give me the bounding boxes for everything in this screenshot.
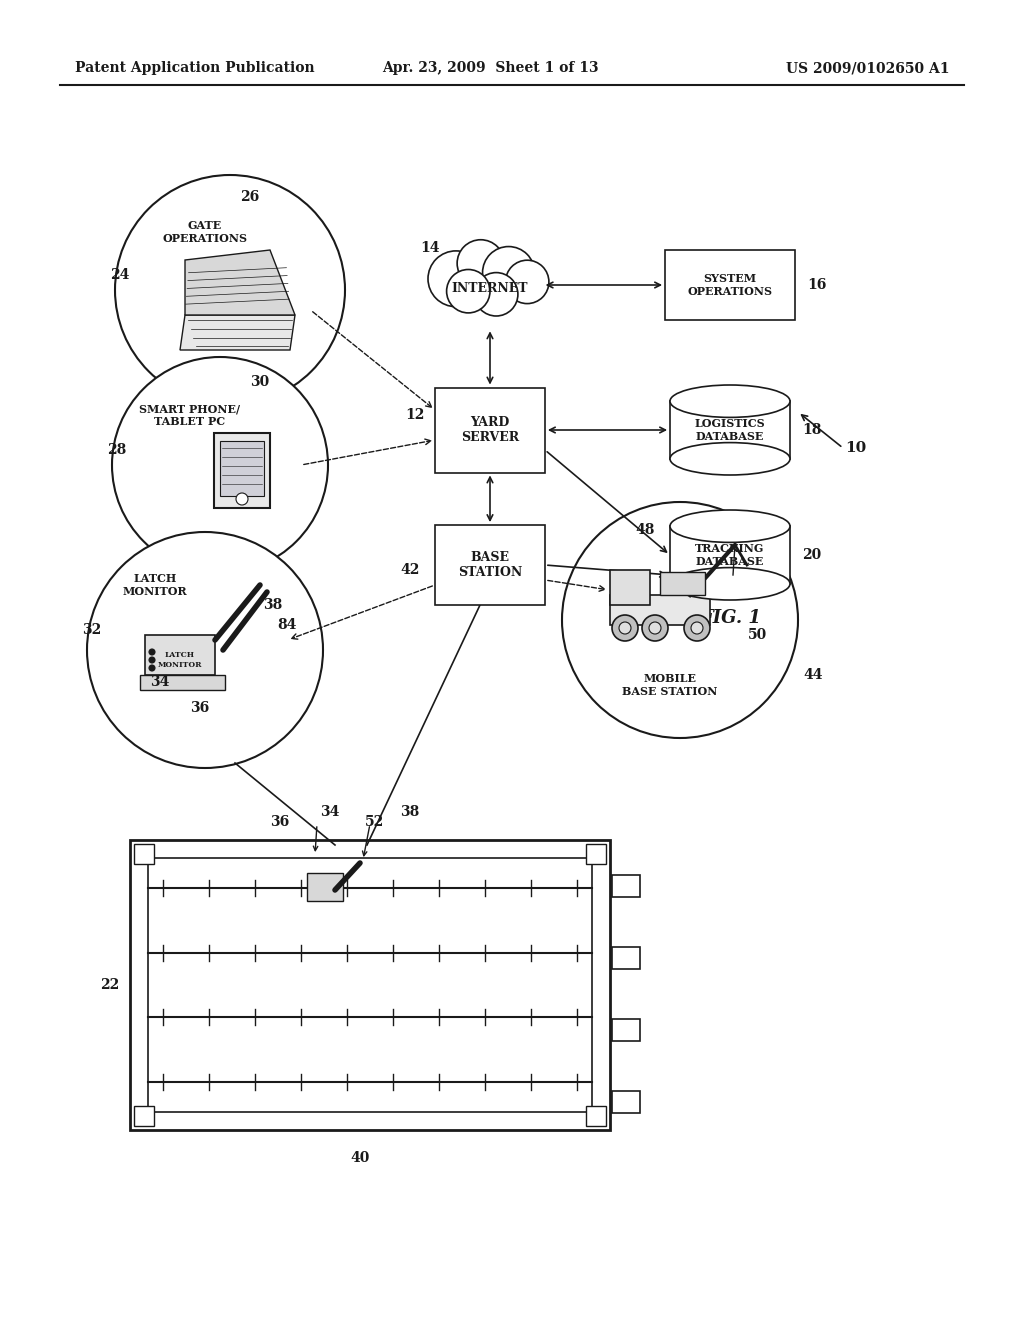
Text: 24: 24 — [110, 268, 129, 282]
Text: 12: 12 — [406, 408, 424, 422]
Circle shape — [482, 247, 535, 298]
Bar — [214, 433, 270, 508]
Circle shape — [691, 622, 703, 634]
Circle shape — [474, 273, 518, 315]
Bar — [670, 525, 790, 528]
Bar — [660, 572, 705, 595]
Circle shape — [612, 615, 638, 642]
Bar — [670, 400, 790, 404]
Text: Apr. 23, 2009  Sheet 1 of 13: Apr. 23, 2009 Sheet 1 of 13 — [382, 61, 598, 75]
Circle shape — [112, 356, 328, 573]
Text: 34: 34 — [319, 805, 339, 818]
Bar — [612, 1019, 640, 1041]
Text: GATE
OPERATIONS: GATE OPERATIONS — [163, 220, 248, 244]
Circle shape — [87, 532, 323, 768]
Circle shape — [150, 657, 155, 663]
Circle shape — [649, 622, 662, 634]
Text: MOBILE
BASE STATION: MOBILE BASE STATION — [623, 673, 718, 697]
Text: LATCH
MONITOR: LATCH MONITOR — [123, 573, 187, 597]
Text: 40: 40 — [350, 1151, 370, 1166]
Bar — [670, 527, 790, 583]
Circle shape — [562, 502, 798, 738]
Bar — [610, 570, 650, 605]
Polygon shape — [185, 249, 295, 315]
Bar — [140, 675, 225, 690]
Bar — [145, 635, 215, 675]
Text: 16: 16 — [807, 279, 826, 292]
Text: INTERNET: INTERNET — [452, 281, 528, 294]
Circle shape — [506, 260, 549, 304]
Text: 32: 32 — [82, 623, 101, 638]
Text: BASE
STATION: BASE STATION — [458, 550, 522, 579]
Text: 14: 14 — [420, 242, 439, 255]
Text: 46: 46 — [715, 517, 734, 531]
Text: 38: 38 — [263, 598, 283, 612]
Text: 52: 52 — [365, 814, 384, 829]
Bar — [134, 843, 154, 865]
Circle shape — [684, 615, 710, 642]
Circle shape — [446, 269, 490, 313]
Circle shape — [115, 176, 345, 405]
Bar — [134, 1106, 154, 1126]
Text: LOGISTICS
DATABASE: LOGISTICS DATABASE — [694, 418, 765, 442]
Text: 48: 48 — [635, 523, 654, 537]
Text: 44: 44 — [803, 668, 822, 682]
Text: LATCH
MONITOR: LATCH MONITOR — [158, 651, 203, 669]
Bar — [586, 843, 606, 865]
Text: 10: 10 — [845, 441, 866, 455]
Circle shape — [150, 649, 155, 655]
Bar — [612, 946, 640, 969]
Bar — [435, 388, 545, 473]
Text: 22: 22 — [100, 978, 119, 993]
Bar — [130, 840, 610, 1130]
Text: 36: 36 — [270, 814, 289, 829]
Bar — [586, 1106, 606, 1126]
Bar — [665, 249, 795, 319]
Bar — [307, 873, 343, 902]
Bar — [670, 401, 790, 459]
Text: 84: 84 — [278, 618, 296, 632]
Text: 38: 38 — [400, 805, 419, 818]
Ellipse shape — [670, 385, 790, 417]
Ellipse shape — [670, 510, 790, 543]
Text: US 2009/0102650 A1: US 2009/0102650 A1 — [786, 61, 950, 75]
Text: SYSTEM
OPERATIONS: SYSTEM OPERATIONS — [687, 273, 772, 297]
Circle shape — [642, 615, 668, 642]
Bar — [612, 1092, 640, 1113]
Text: FIG. 1: FIG. 1 — [700, 609, 761, 627]
Text: 30: 30 — [250, 375, 269, 389]
Text: 34: 34 — [150, 675, 169, 689]
Circle shape — [457, 240, 504, 286]
Text: 20: 20 — [802, 548, 821, 562]
Text: 36: 36 — [190, 701, 209, 715]
Bar — [435, 525, 545, 605]
Text: 28: 28 — [106, 444, 126, 457]
Text: YARD
SERVER: YARD SERVER — [461, 416, 519, 444]
Bar — [610, 595, 710, 624]
Text: 50: 50 — [748, 628, 767, 642]
Circle shape — [618, 622, 631, 634]
Bar — [612, 875, 640, 898]
Bar — [148, 858, 592, 1111]
Polygon shape — [180, 315, 295, 350]
Text: 26: 26 — [240, 190, 259, 205]
Text: 18: 18 — [802, 422, 821, 437]
Text: SMART PHONE/
TABLET PC: SMART PHONE/ TABLET PC — [139, 403, 241, 426]
Text: TRACKING
DATABASE: TRACKING DATABASE — [695, 543, 765, 566]
Circle shape — [428, 251, 483, 306]
Text: Patent Application Publication: Patent Application Publication — [75, 61, 314, 75]
Circle shape — [236, 492, 248, 506]
Ellipse shape — [670, 442, 790, 475]
Bar — [220, 441, 264, 496]
Text: 42: 42 — [400, 564, 420, 577]
Ellipse shape — [670, 568, 790, 601]
Circle shape — [150, 665, 155, 671]
